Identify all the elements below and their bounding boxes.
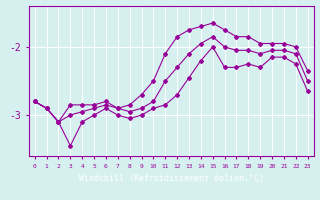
Text: Windchill (Refroidissement éolien,°C): Windchill (Refroidissement éolien,°C): [79, 174, 264, 184]
